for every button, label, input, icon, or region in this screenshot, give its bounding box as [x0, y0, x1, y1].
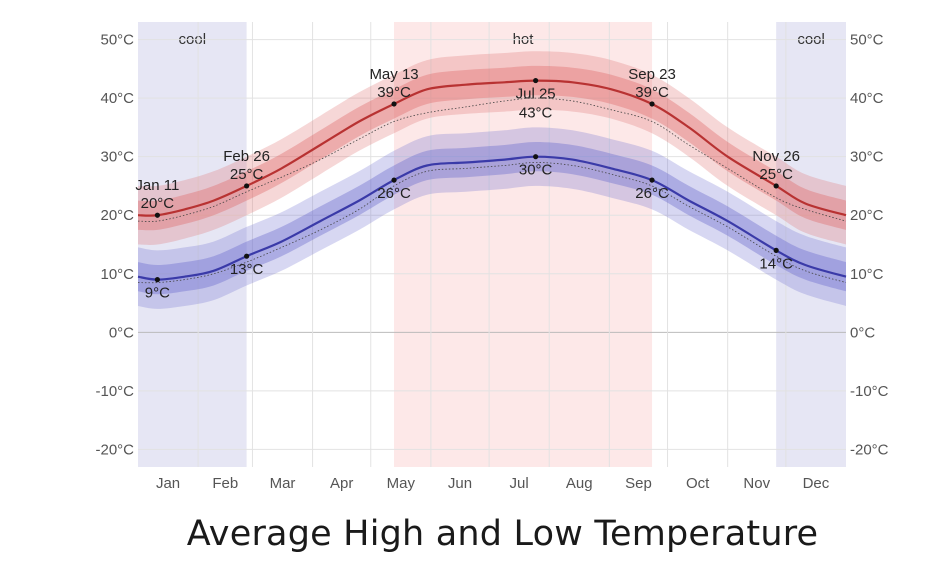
y-tick-label-left: -10°C	[95, 383, 134, 400]
annotation-value: 26°C	[377, 185, 411, 202]
y-tick-label-right: -10°C	[850, 383, 889, 400]
y-tick-label-right: 0°C	[850, 324, 875, 341]
annotation-value: 14°C	[759, 255, 793, 272]
annotation-value: 25°C	[230, 166, 264, 183]
x-tick-label: Nov	[743, 475, 770, 492]
band-inner-high	[138, 65, 846, 231]
gridlines	[138, 22, 846, 467]
annotation-value: 43°C	[519, 105, 553, 122]
annotation-date: Nov 26	[752, 148, 800, 165]
data-point	[154, 212, 160, 218]
data-point	[391, 177, 397, 183]
annotation-value: 9°C	[145, 285, 170, 302]
y-tick-label-left: -20°C	[95, 441, 134, 458]
median-line-high	[137, 97, 847, 222]
data-point	[649, 101, 655, 107]
annotation-value: 30°C	[519, 162, 553, 179]
x-tick-label: May	[387, 475, 416, 492]
data-point	[773, 247, 779, 253]
data-point	[649, 177, 655, 183]
data-point	[533, 77, 539, 84]
range-bands	[138, 51, 846, 309]
data-point	[154, 277, 160, 283]
series-lines	[137, 79, 847, 284]
annotation-date: Sep 23	[628, 66, 676, 83]
annotation-date: May 13	[369, 66, 418, 83]
y-tick-label-left: 0°C	[109, 324, 134, 341]
axis-ticks: 50°C 50°C 40°C 40°C 30°C 30°C 20°C 20°C 10°C 10°C…	[95, 32, 888, 492]
temperature-chart: cool hot cool 50°C 50°C40°C 40°C30°C 30°C20°C…	[95, 22, 889, 492]
data-point	[391, 101, 397, 107]
band-outer-high	[138, 51, 846, 245]
data-point	[773, 183, 779, 189]
y-tick-label-right: 50°C	[850, 32, 884, 49]
y-tick-label-right: 10°C	[850, 266, 884, 283]
y-tick-label-right: 40°C	[850, 90, 884, 107]
x-tick-label: Sep	[625, 475, 652, 492]
annotation-date: Jul 25	[516, 86, 556, 103]
annotation-value: 13°C	[230, 261, 264, 278]
y-tick-label-left: 30°C	[100, 149, 134, 166]
y-tick-label-left: 20°C	[100, 207, 134, 224]
data-point	[244, 253, 250, 259]
chart-title: Average High and Low Temperature	[186, 514, 819, 554]
x-tick-label: Jun	[448, 475, 472, 492]
y-tick-label-left: 40°C	[100, 90, 134, 107]
x-tick-label: Mar	[270, 475, 296, 492]
annotation-value: 39°C	[635, 84, 669, 101]
annotation-date: Feb 26	[223, 148, 270, 165]
band-outer-low	[138, 127, 846, 309]
y-tick-label-right: 20°C	[850, 207, 884, 224]
x-tick-label: Feb	[212, 475, 238, 492]
annotation-value: 26°C	[635, 185, 669, 202]
season-band-cool	[776, 22, 846, 467]
y-tick-label-right: -20°C	[850, 441, 889, 458]
x-tick-label: Apr	[330, 475, 353, 492]
annotation-value: 39°C	[377, 84, 411, 101]
annotation-value: 25°C	[759, 166, 793, 183]
series-line-low	[137, 155, 847, 281]
y-tick-label-left: 10°C	[100, 266, 134, 283]
x-tick-label: Jul	[510, 475, 529, 492]
y-tick-label-left: 50°C	[100, 32, 134, 49]
data-point	[533, 154, 539, 160]
season-band-cool	[138, 22, 247, 467]
x-tick-label: Jan	[156, 475, 180, 492]
x-tick-label: Dec	[803, 475, 830, 492]
annotation-value: 20°C	[141, 195, 175, 212]
annotation-date: Jan 11	[135, 177, 179, 194]
series-line-high	[137, 79, 847, 217]
data-point	[244, 183, 250, 189]
x-tick-label: Aug	[566, 475, 593, 492]
x-tick-label: Oct	[686, 475, 710, 492]
y-tick-label-right: 30°C	[850, 149, 884, 166]
band-inner-low	[138, 142, 846, 295]
